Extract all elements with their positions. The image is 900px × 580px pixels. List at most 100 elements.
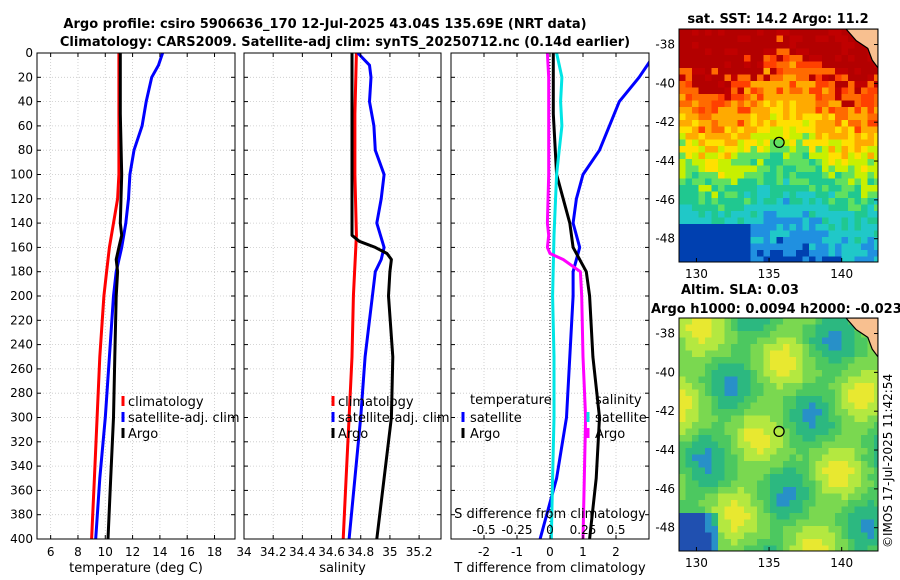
- map-cell: [874, 428, 878, 436]
- x-tick-label: 130: [685, 556, 708, 570]
- map-cell: [770, 165, 777, 173]
- map-cell: [685, 526, 693, 533]
- map-cell: [718, 81, 725, 88]
- map-cell: [809, 500, 816, 507]
- map-cell: [796, 74, 803, 82]
- map-cell: [692, 545, 699, 551]
- y-tick-label: -48: [655, 232, 675, 246]
- map-cell: [718, 519, 725, 527]
- map-cell: [776, 467, 784, 475]
- map-cell: [698, 357, 706, 364]
- map-cell: [835, 165, 842, 173]
- map-cell: [737, 198, 745, 205]
- map-cell: [724, 519, 732, 527]
- map-cell: [828, 204, 836, 212]
- map-cell: [692, 474, 699, 481]
- map-cell: [763, 474, 771, 481]
- map-cell: [828, 256, 836, 262]
- map-cell: [685, 178, 693, 186]
- map-cell: [705, 250, 712, 257]
- map-cell: [815, 350, 823, 358]
- map-cell: [770, 513, 777, 520]
- map-cell: [802, 256, 810, 262]
- map-cell: [724, 545, 732, 551]
- map-cell: [874, 146, 878, 153]
- map-cell: [744, 474, 751, 481]
- map-cell: [692, 344, 699, 351]
- series-line-s_sat: [549, 53, 564, 539]
- map-cell: [679, 165, 686, 173]
- map-cell: [770, 146, 777, 153]
- map-cell: [770, 519, 777, 527]
- map-cell: [698, 324, 706, 332]
- map-cell: [848, 396, 855, 403]
- map-cell: [841, 243, 849, 251]
- map-cell: [731, 357, 738, 364]
- map-cell: [835, 448, 842, 455]
- map-cell: [822, 35, 829, 43]
- map-cell: [815, 61, 823, 69]
- map-cell: [822, 370, 829, 377]
- map-cell: [744, 74, 751, 82]
- map-cell: [724, 526, 732, 533]
- map-cell: [750, 467, 758, 475]
- y-tick-label: 240: [10, 338, 33, 352]
- map-cell: [796, 139, 803, 147]
- map-cell: [802, 185, 810, 192]
- map-cell: [861, 396, 868, 403]
- map-cell: [757, 318, 764, 325]
- x-tick-label: 1: [579, 545, 587, 559]
- map-cell: [854, 415, 862, 423]
- map-cell: [841, 487, 849, 494]
- map-cell: [718, 113, 725, 121]
- map-cell: [692, 415, 699, 423]
- map-cell: [737, 204, 745, 212]
- map-cell: [685, 139, 693, 147]
- map-cell: [744, 55, 751, 62]
- map-cell: [848, 422, 855, 429]
- map-cell: [815, 178, 823, 186]
- map-cell: [828, 172, 836, 179]
- map-cell: [744, 81, 751, 88]
- series-line-sat: [347, 53, 386, 539]
- map-cell: [796, 344, 803, 351]
- map-cell: [770, 357, 777, 364]
- map-cell: [724, 230, 732, 238]
- map-cell: [692, 133, 699, 140]
- map-cell: [874, 204, 878, 212]
- map-cell: [874, 94, 878, 101]
- map-cell: [861, 409, 868, 416]
- map-cell: [737, 324, 745, 332]
- map-cell: [828, 487, 836, 494]
- map-cell: [848, 256, 855, 262]
- map-cell: [770, 198, 777, 205]
- map-cell: [679, 120, 686, 127]
- map-cell: [789, 35, 797, 43]
- map-cell: [698, 68, 706, 75]
- map-cell: [718, 513, 725, 520]
- map-cell: [763, 178, 771, 186]
- map-cell: [724, 256, 732, 262]
- map-cell: [854, 402, 862, 410]
- map-cell: [867, 224, 875, 231]
- map-cell: [763, 87, 771, 95]
- map-cell: [789, 383, 797, 390]
- map-cell: [750, 250, 758, 257]
- map-cell: [822, 383, 829, 390]
- map-cell: [802, 331, 810, 338]
- map-cell: [737, 506, 745, 514]
- map-cell: [718, 318, 725, 325]
- x-tick-label: 0: [546, 545, 554, 559]
- map-cell: [835, 198, 842, 205]
- map-cell: [783, 402, 790, 410]
- map-cell: [731, 461, 738, 468]
- map-cell: [724, 318, 732, 325]
- map-cell: [737, 191, 745, 199]
- map-cell: [783, 500, 790, 507]
- map-cell: [692, 81, 699, 88]
- map-cell: [828, 324, 836, 332]
- map-cell: [861, 211, 868, 218]
- map-cell: [679, 318, 686, 325]
- map-cell: [815, 513, 823, 520]
- map-cell: [841, 350, 849, 358]
